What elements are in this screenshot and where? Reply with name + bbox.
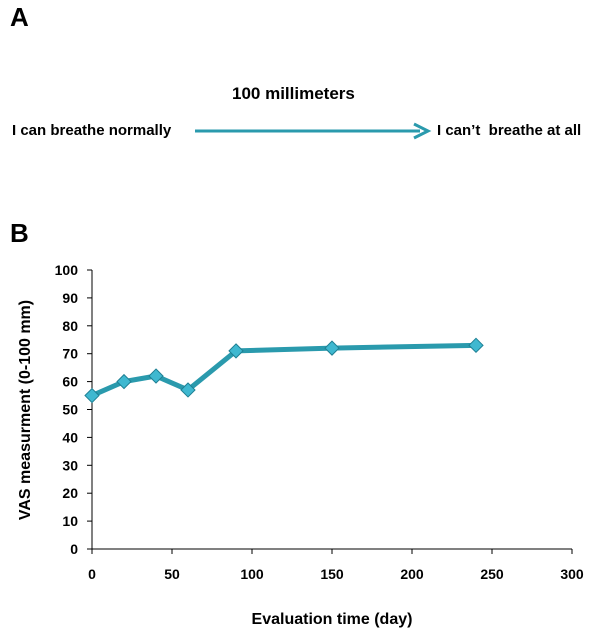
data-point-marker	[148, 368, 164, 384]
x-tick-label: 200	[400, 566, 424, 582]
series-layer	[84, 337, 484, 404]
data-point-marker	[116, 373, 132, 390]
data-point-marker	[468, 337, 484, 354]
y-tick-label: 90	[62, 290, 78, 306]
scale-right-anchor: I can’t breathe at all	[437, 122, 582, 139]
x-axis-title: Evaluation time (day)	[252, 611, 413, 628]
data-point-marker	[180, 382, 196, 398]
x-ticks: 0 50 100 150 200 250 300	[88, 549, 584, 582]
y-tick-label: 30	[62, 457, 78, 473]
x-tick-label: 150	[320, 566, 344, 582]
y-tick-label: 80	[62, 318, 78, 334]
x-tick-label: 250	[480, 566, 504, 582]
y-tick-label: 60	[62, 374, 78, 390]
series-line	[91, 342, 477, 398]
vas-line-chart: 0 50 100 150 200 250 300 0 10 20 30 40 50 60 70 80 90 10…	[17, 262, 584, 628]
y-tick-label: 40	[62, 429, 78, 445]
panel-b-label: B	[10, 218, 29, 248]
x-tick-label: 100	[240, 566, 264, 582]
y-ticks: 0 10 20 30 40 50 60 70 80 90 100	[55, 262, 92, 557]
x-tick-label: 300	[560, 566, 584, 582]
y-tick-label: 70	[62, 346, 78, 362]
y-tick-label: 0	[70, 541, 78, 557]
y-tick-label: 20	[62, 485, 78, 501]
data-point-marker	[228, 343, 244, 359]
x-tick-label: 50	[164, 566, 180, 582]
y-tick-label: 10	[62, 513, 78, 529]
data-point-marker	[324, 340, 340, 356]
data-point-marker	[84, 387, 100, 404]
y-tick-label: 100	[55, 262, 79, 278]
y-axis-title: VAS measurment (0-100 mm)	[17, 300, 34, 520]
scale-arrow-head	[413, 122, 432, 140]
x-tick-label: 0	[88, 566, 96, 582]
scale-arrow	[195, 122, 432, 140]
scale-title: 100 millimeters	[232, 84, 355, 103]
panel-a-label: A	[10, 2, 29, 32]
scale-left-anchor: I can breathe normally	[12, 122, 172, 139]
y-tick-label: 50	[62, 402, 78, 418]
